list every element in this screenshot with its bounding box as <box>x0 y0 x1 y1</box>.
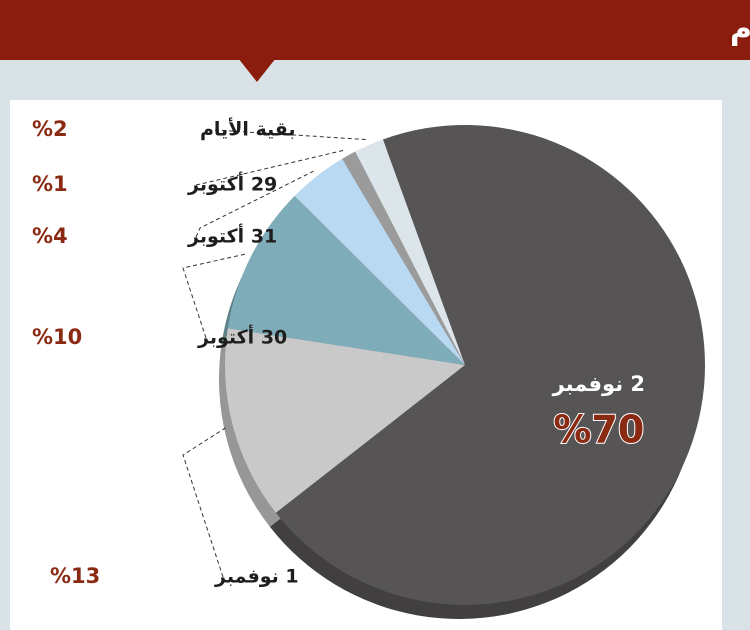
category-label: 31 أكتوبر <box>187 224 277 248</box>
category-label: 2 نوفمبر <box>552 372 645 396</box>
slice <box>294 158 465 365</box>
slice <box>275 125 705 606</box>
slice <box>342 151 465 365</box>
chart-title: توزيع متحصلات الاكتتاب ونسب تغطيته على ا… <box>730 10 750 47</box>
leader-line <box>182 426 228 578</box>
category-label: بقية الأيام <box>200 118 296 141</box>
category-label: 30 أكتوبر <box>197 325 287 349</box>
pie <box>225 125 705 606</box>
value-label: %10 <box>32 325 82 349</box>
leader-line <box>182 253 246 339</box>
leader-line <box>208 129 367 141</box>
banner-pointer <box>238 58 276 82</box>
category-label: 29 أكتوبر <box>187 172 277 196</box>
leader-line <box>195 149 346 186</box>
leader-line <box>195 170 314 238</box>
labels: 2 نوفمبر %70 1 نوفمبر %13 30 أكتوبر %10 31 أكت… <box>32 117 645 588</box>
category-label: 1 نوفمبر <box>214 566 299 588</box>
value-label: %2 <box>32 117 68 141</box>
title-banner <box>0 0 750 60</box>
value-label: %13 <box>50 564 100 588</box>
value-label: %70 <box>553 407 644 451</box>
value-label: %1 <box>32 172 68 196</box>
slice <box>225 328 465 513</box>
slice <box>355 139 465 365</box>
value-label: %4 <box>32 224 68 248</box>
slice <box>227 195 465 365</box>
